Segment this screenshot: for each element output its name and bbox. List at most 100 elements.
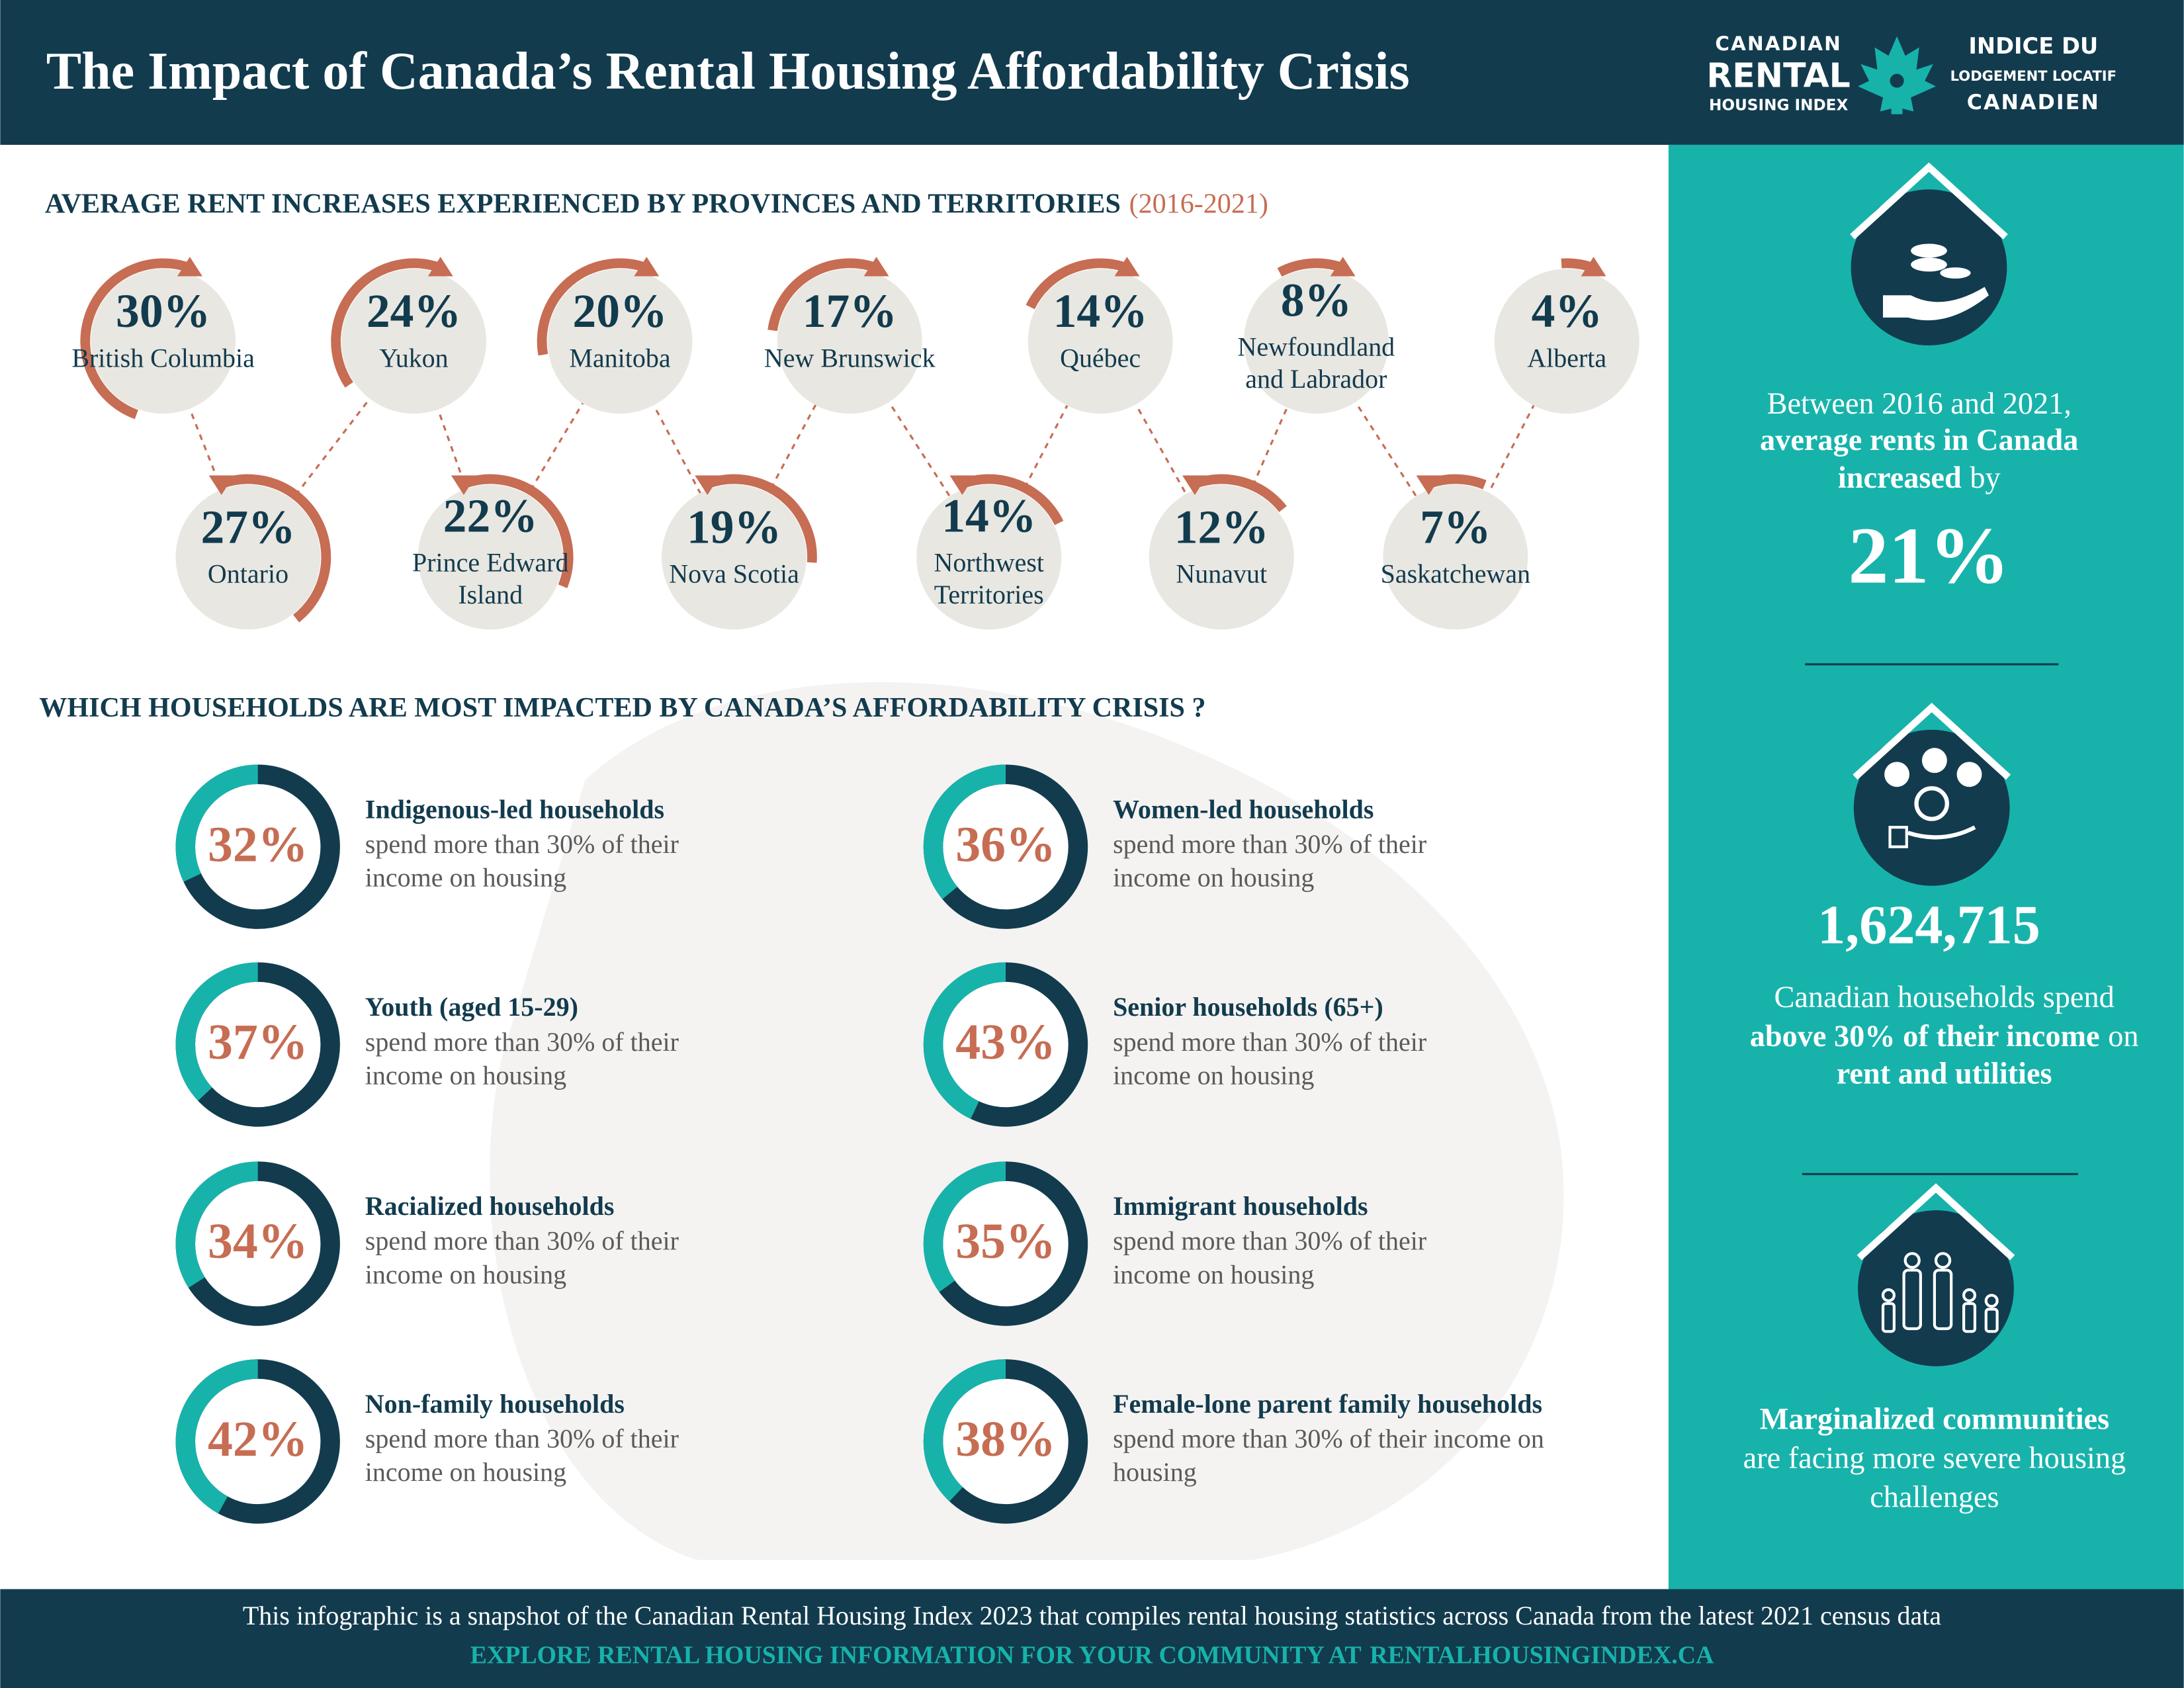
icon-roof: [1853, 703, 2011, 780]
icon-coin: [1911, 257, 1947, 272]
region-circle: [1027, 269, 1173, 414]
icon-bubble: [1884, 762, 1910, 787]
region-name: and Labrador: [1245, 364, 1387, 394]
donut-percent: 36%: [955, 817, 1056, 872]
region-circle: [1149, 484, 1294, 630]
donut-percent: 42%: [208, 1411, 308, 1467]
region-name: Yukon: [379, 343, 448, 373]
household-group: 36% Women-led households spend more than 3…: [923, 764, 1426, 929]
region-circle: [777, 269, 922, 414]
rent-arc: [462, 474, 574, 588]
footer-bar: [0, 1589, 2184, 1688]
rent-arc: [537, 258, 648, 356]
group-title: Non-family households: [365, 1389, 625, 1419]
region-name: Québec: [1060, 343, 1141, 373]
group-description: spend more than 30% of their: [365, 1226, 679, 1256]
group-description: spend more than 30% of their: [1113, 1027, 1426, 1057]
sidebar-line: Canadian households spend: [1774, 981, 2114, 1014]
sidebar-line: above 30% of their income on: [1750, 1020, 2139, 1053]
region-percent: 14%: [941, 490, 1036, 543]
icon-dollar: [1914, 786, 1949, 821]
sidebar-text-part: on: [2108, 1020, 2138, 1053]
region: 24% Yukon: [331, 257, 486, 414]
group-description: housing: [1113, 1457, 1197, 1487]
region: 4% Alberta: [1494, 257, 1639, 414]
donut-arc: [923, 962, 1006, 1119]
group-title: Female-lone parent family households: [1113, 1389, 1542, 1419]
region-name: Territories: [934, 580, 1044, 609]
logo-text: RENTAL: [1706, 56, 1850, 95]
region-percent: 8%: [1281, 274, 1352, 326]
sidebar-figure: 1,624,715: [1817, 894, 2040, 955]
arc-pointer: [451, 475, 476, 495]
region-percent: 12%: [1174, 501, 1269, 553]
region: 14% Québec: [1026, 257, 1173, 414]
region-name: Prince Edward: [412, 548, 569, 578]
footer-cta: EXPLORE RENTAL HOUSING INFORMATION FOR Y…: [470, 1641, 1715, 1669]
region-circle: [1383, 484, 1528, 630]
cta-text: EXPLORE RENTAL HOUSING INFORMATION FOR Y…: [470, 1641, 1362, 1669]
footer-note: This infographic is a snapshot of the Ca…: [243, 1601, 1942, 1630]
household-group: 37% Youth (aged 15-29) spend more than 30%…: [175, 962, 679, 1127]
region-circles: 30% British Columbia 27% Ontario 24% Yukon 22%…: [71, 257, 1639, 630]
title: The Impact of Canada’s Rental Housing Af…: [46, 42, 1410, 101]
rent-arc: [331, 258, 443, 388]
region-circle: [547, 269, 693, 414]
group-description: spend more than 30% of their: [1113, 1226, 1426, 1256]
icon-family: [1856, 1183, 2015, 1366]
arc-pointer: [949, 475, 975, 495]
group-description: spend more than 30% of their income on: [1113, 1424, 1544, 1454]
region-circle: [175, 484, 321, 630]
sidebar-line: increased by: [1838, 461, 2001, 495]
donut-percent: 32%: [208, 817, 308, 872]
region-name: New Brunswick: [764, 343, 936, 373]
group-description: spend more than 30% of their: [365, 1424, 679, 1454]
header-bar: [0, 0, 2184, 145]
rent-arc: [767, 258, 879, 332]
logo-keyhole: [1890, 73, 1904, 88]
region-percent: 7%: [1420, 501, 1491, 553]
household-group: 42% Non-family households spend more than …: [175, 1359, 679, 1524]
region-name: Manitoba: [569, 343, 670, 373]
household-donuts: 32% Indigenous-led households spend more t…: [175, 764, 1544, 1524]
region-percent: 30%: [116, 285, 210, 337]
section-heading: AVERAGE RENT INCREASES EXPERIENCED BY PR…: [45, 188, 1268, 219]
arc-pointer: [1330, 257, 1356, 277]
sidebar-figure: 21%: [1848, 511, 2009, 600]
rent-arc: [1277, 258, 1345, 277]
region: 20% Manitoba: [537, 257, 693, 414]
sidebar-line: challenges: [1870, 1480, 1999, 1514]
donut-percent: 38%: [955, 1411, 1056, 1467]
logo: CANADIAN RENTAL HOUSING INDEX INDICE DU …: [1706, 32, 2117, 114]
region-circle: [417, 484, 563, 630]
household-group: 43% Senior households (65+) spend more tha…: [923, 962, 1426, 1127]
cta-link[interactable]: RENTALHOUSINGINDEX.CA: [1370, 1641, 1714, 1669]
donut-percent: 43%: [955, 1014, 1056, 1070]
region-percent: 27%: [200, 501, 295, 553]
icon-hand: [1907, 825, 1976, 840]
group-description: income on housing: [1113, 862, 1314, 892]
icon-bubble: [1956, 762, 1982, 787]
sidebar-line: Between 2016 and 2021,: [1767, 387, 2072, 421]
arc-pointer: [1581, 257, 1606, 277]
region-name: Northwest: [934, 548, 1044, 578]
connector: [1099, 340, 1223, 558]
icon-roof: [1856, 1183, 2015, 1261]
icon-coin: [1911, 244, 1947, 258]
region-name: Nova Scotia: [669, 559, 799, 589]
sidebar-text-part: by: [1970, 461, 2000, 495]
arc-pointer: [1416, 475, 1442, 495]
icon-bubble: [1921, 748, 1947, 774]
rent-arc: [960, 474, 1064, 525]
arc-pointer: [208, 475, 234, 495]
heading-period: (2016-2021): [1129, 188, 1268, 219]
region-percent: 22%: [443, 490, 538, 543]
donut-arc: [923, 1359, 1006, 1501]
icon-people: [1881, 1252, 1999, 1333]
region: 27% Ontario: [175, 474, 331, 630]
region-name: Alberta: [1527, 343, 1606, 373]
group-description: income on housing: [365, 862, 566, 892]
